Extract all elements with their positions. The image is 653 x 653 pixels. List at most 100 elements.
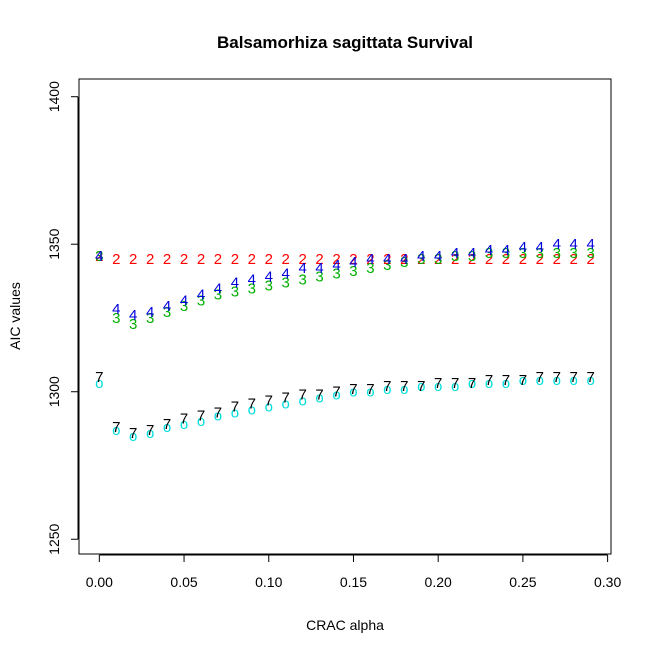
- data-point: 2: [214, 251, 222, 268]
- x-tick-label: 0.15: [340, 574, 367, 590]
- data-point: o: [485, 375, 493, 392]
- data-point: 7: [231, 398, 239, 415]
- data-point: 7: [417, 378, 425, 395]
- data-point: 4: [180, 292, 188, 309]
- data-point: o: [570, 372, 578, 389]
- data-point: 2: [553, 251, 561, 268]
- data-point: 3: [180, 298, 188, 315]
- data-point: 4: [366, 251, 374, 268]
- x-tick-label: 0.20: [425, 574, 452, 590]
- data-point: 2: [468, 251, 476, 268]
- x-tick-label: 0.00: [86, 574, 113, 590]
- data-point: 4: [468, 245, 476, 262]
- data-point: 2: [112, 251, 120, 268]
- data-point: 7: [95, 369, 103, 386]
- data-point: 3: [146, 310, 154, 327]
- data-point: 3: [553, 245, 561, 262]
- data-point: o: [248, 401, 256, 418]
- data-point: 7: [400, 378, 408, 395]
- data-point: 4: [282, 266, 290, 283]
- data-point: 7: [214, 404, 222, 421]
- y-axis-label: AIC values: [7, 282, 23, 350]
- data-point: 7: [553, 369, 561, 386]
- y-tick-label: 1350: [46, 228, 62, 259]
- data-point: 4: [553, 236, 561, 253]
- data-point: o: [332, 387, 340, 404]
- series-3: 33 3 3 3 3 3 3 3 3 3 3 3 3 3 3 3 3 3 3 3 3 3 3 3 3 3 3 3 3: [95, 245, 595, 333]
- data-point: 7: [197, 407, 205, 424]
- data-point: 2: [586, 251, 594, 268]
- data-point: 3: [298, 272, 306, 289]
- data-point: 7: [570, 369, 578, 386]
- data-point: 3: [349, 263, 357, 280]
- data-point: 3: [315, 269, 323, 286]
- data-point: 2: [502, 251, 510, 268]
- data-point: 2: [570, 251, 578, 268]
- data-point: 7: [315, 387, 323, 404]
- data-point: 3: [570, 245, 578, 262]
- data-point: 3: [451, 248, 459, 265]
- data-point: o: [586, 372, 594, 389]
- data-point: 7: [129, 425, 137, 442]
- data-point: 2: [265, 251, 273, 268]
- data-point: 3: [366, 260, 374, 277]
- data-point: 2: [434, 251, 442, 268]
- data-point: 3: [112, 310, 120, 327]
- data-point: 3: [95, 248, 103, 265]
- data-point: 7: [112, 419, 120, 436]
- data-point: 2: [197, 251, 205, 268]
- data-point: 4: [298, 260, 306, 277]
- data-point: 7: [383, 378, 391, 395]
- data-point: 2: [400, 251, 408, 268]
- series-o: oo o o o o o o o o o o o o o o o o o o o o o o o o o o o o: [95, 372, 595, 445]
- y-tick-label: 1400: [46, 81, 62, 112]
- data-point: 4: [163, 298, 171, 315]
- data-point: 4: [434, 248, 442, 265]
- data-point: 4: [332, 257, 340, 274]
- data-point: 2: [519, 251, 527, 268]
- data-point: o: [231, 404, 239, 421]
- data-point: 3: [163, 304, 171, 321]
- data-point: 4: [265, 269, 273, 286]
- data-point: 4: [417, 248, 425, 265]
- data-point: 2: [417, 251, 425, 268]
- data-point: 4: [451, 245, 459, 262]
- y-tick-label: 1300: [46, 376, 62, 407]
- data-point: 3: [468, 248, 476, 265]
- data-point: 7: [332, 384, 340, 401]
- data-point: 2: [485, 251, 493, 268]
- data-point: o: [451, 378, 459, 395]
- data-point: 3: [248, 280, 256, 297]
- axes: 0.00 0.05 0.10 0.15 0.20 0.25 0.30 1250 1300 1350…: [46, 81, 621, 590]
- data-point: 3: [417, 251, 425, 268]
- data-point: 4: [502, 242, 510, 259]
- data-point: 2: [248, 251, 256, 268]
- data-point: 2: [146, 251, 154, 268]
- data-point: 4: [95, 248, 103, 265]
- data-point: 4: [400, 251, 408, 268]
- data-point: 2: [298, 251, 306, 268]
- data-point: o: [383, 381, 391, 398]
- data-point: 7: [146, 422, 154, 439]
- data-point: 7: [502, 372, 510, 389]
- data-point: o: [349, 384, 357, 401]
- data-point: 4: [536, 239, 544, 256]
- y-tick-label: 1250: [46, 523, 62, 554]
- data-point: o: [502, 375, 510, 392]
- data-point: o: [536, 372, 544, 389]
- data-point: 7: [586, 369, 594, 386]
- data-point: 2: [282, 251, 290, 268]
- data-point: o: [112, 422, 120, 439]
- data-point: 7: [536, 369, 544, 386]
- data-point: o: [282, 396, 290, 413]
- data-point: 3: [282, 275, 290, 292]
- data-point: 7: [265, 393, 273, 410]
- data-point: o: [417, 378, 425, 395]
- data-point: o: [468, 375, 476, 392]
- data-point: 4: [485, 242, 493, 259]
- data-point: 4: [146, 304, 154, 321]
- data-point: 4: [231, 275, 239, 292]
